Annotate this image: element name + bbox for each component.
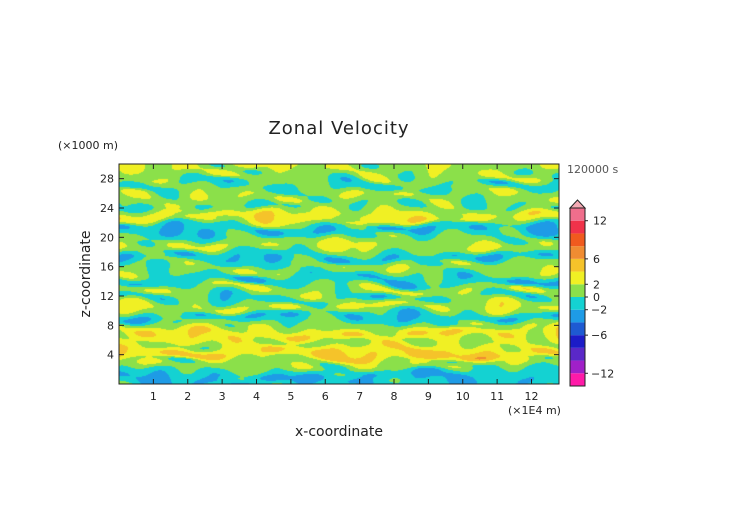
y-tick-label: 24 [100,202,114,215]
x-unit-label: (×1E4 m) [508,404,561,417]
colorbar-swatch [570,246,585,259]
x-tick-label: 4 [253,390,260,403]
x-tick-label: 3 [219,390,226,403]
x-tick-label: 6 [322,390,329,403]
x-ticks: 1 2 3 4 5 6 7 8 9 10 11 12 [150,164,539,403]
colorbar-tick-label: 6 [593,253,600,266]
colorbar-tick-label: −12 [591,367,614,380]
colorbar-swatch [570,258,585,272]
x-axis-label: x-coordinate [295,424,383,440]
time-label: 120000 s [567,163,618,176]
colorbar-tick-label: 0 [593,291,600,304]
colorbar-swatch [570,233,585,247]
colorbar-tick-label: 12 [593,215,607,228]
x-tick-label: 11 [490,390,504,403]
colorbar-swatch [570,322,585,336]
colorbar-arrow [568,199,587,209]
x-tick-label: 1 [150,390,157,403]
y-tick-label: 20 [100,231,114,244]
colorbar-swatch [570,373,585,386]
colorbar-swatch [570,335,585,348]
colorbar-swatch [570,271,585,285]
y-tick-label: 12 [100,290,114,303]
colorbar-swatch [570,297,585,310]
x-tick-label: 8 [391,390,398,403]
x-tick-label: 12 [525,390,539,403]
colorbar: 12 6 20−2 −6 −12 [568,199,614,387]
plot-frame [118,163,560,385]
colorbar-tick-label: 2 [593,278,600,291]
x-tick-label: 7 [356,390,363,403]
x-tick-label: 10 [456,390,470,403]
colorbar-tick-label: −2 [591,304,607,317]
y-unit-label: (×1000 m) [58,139,118,152]
colorbar-tick-label: −6 [591,329,607,342]
colorbar-swatch [570,360,585,374]
x-tick-label: 2 [184,390,191,403]
colorbar-swatch [570,284,585,297]
y-tick-label: 4 [107,349,114,362]
velocity-field [119,164,559,384]
y-tick-label: 28 [100,173,114,186]
colorbar-swatch [570,220,585,234]
chart-title: Zonal Velocity [268,118,409,139]
y-ticks: 4 8 12 16 20 24 28 [100,173,559,362]
y-tick-label: 8 [107,319,114,332]
x-tick-label: 5 [287,390,294,403]
y-tick-label: 16 [100,261,114,274]
colorbar-swatch [570,347,585,361]
colorbar-swatch [570,208,585,221]
colorbar-swatch [570,309,585,323]
x-tick-label: 9 [425,390,432,403]
y-axis-label: z-coordinate [78,230,94,317]
